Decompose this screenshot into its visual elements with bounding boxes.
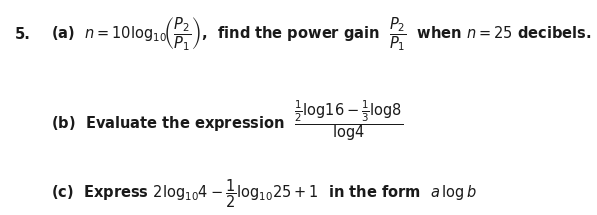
Text: (c)  Express $2\mathrm{log}_{10}4 - \dfrac{1}{2}\mathrm{log}_{10}25+1$  in the f: (c) Express $2\mathrm{log}_{10}4 - \dfra… [51, 177, 476, 210]
Text: (a)  $n = 10\mathsf{log}_{10}\!\left(\dfrac{P_2}{P_1}\right)$,  find the power g: (a) $n = 10\mathsf{log}_{10}\!\left(\dfr… [51, 15, 591, 53]
Text: 5.: 5. [15, 27, 31, 42]
Text: (b)  Evaluate the expression  $\dfrac{\frac{1}{2}\mathrm{log}16-\frac{1}{3}\math: (b) Evaluate the expression $\dfrac{\fra… [51, 98, 403, 143]
